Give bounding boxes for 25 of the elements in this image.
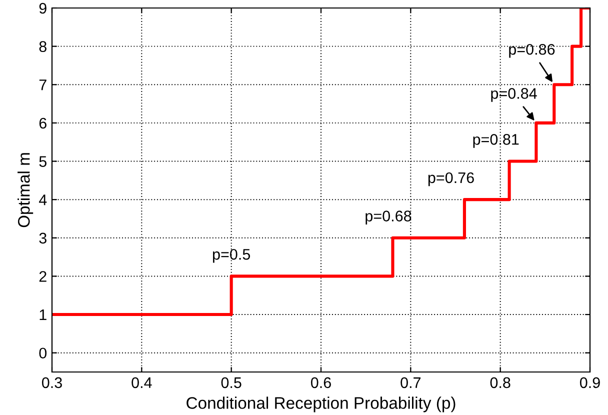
x-tick-label: 0.7 bbox=[400, 377, 421, 388]
y-tick-label: 8 bbox=[39, 41, 46, 52]
annotation: p=0.76 bbox=[428, 172, 474, 186]
y-tick-label: 7 bbox=[39, 80, 46, 90]
annotation: p=0.81 bbox=[473, 134, 519, 148]
x-tick-label: 0.4 bbox=[132, 377, 152, 388]
y-tick-label: 1 bbox=[40, 310, 46, 320]
y-axis-title: Optimal m bbox=[18, 153, 34, 228]
y-tick-label: 2 bbox=[39, 271, 46, 282]
annotation: p=0.5 bbox=[212, 248, 250, 263]
x-tick-label: 0.8 bbox=[490, 377, 510, 388]
x-tick-label: 0.3 bbox=[42, 377, 62, 388]
y-tick-label: 6 bbox=[39, 118, 46, 129]
y-tick-label: 4 bbox=[38, 194, 47, 206]
y-tick-label: 3 bbox=[39, 232, 46, 244]
annotation: p=0.86 bbox=[509, 44, 555, 58]
x-tick-label: 0.5 bbox=[221, 377, 242, 388]
y-tick-label: 9 bbox=[39, 2, 46, 14]
y-tick-label: 0 bbox=[39, 348, 47, 359]
x-tick-label: 0.9 bbox=[580, 377, 600, 388]
y-tick-label: 5 bbox=[39, 156, 46, 167]
annotation: p=0.84 bbox=[491, 88, 537, 102]
x-tick-label: 0.6 bbox=[310, 377, 331, 388]
x-axis-title: Conditional Reception Probability (p) bbox=[186, 396, 456, 412]
annotation: p=0.68 bbox=[366, 210, 412, 224]
